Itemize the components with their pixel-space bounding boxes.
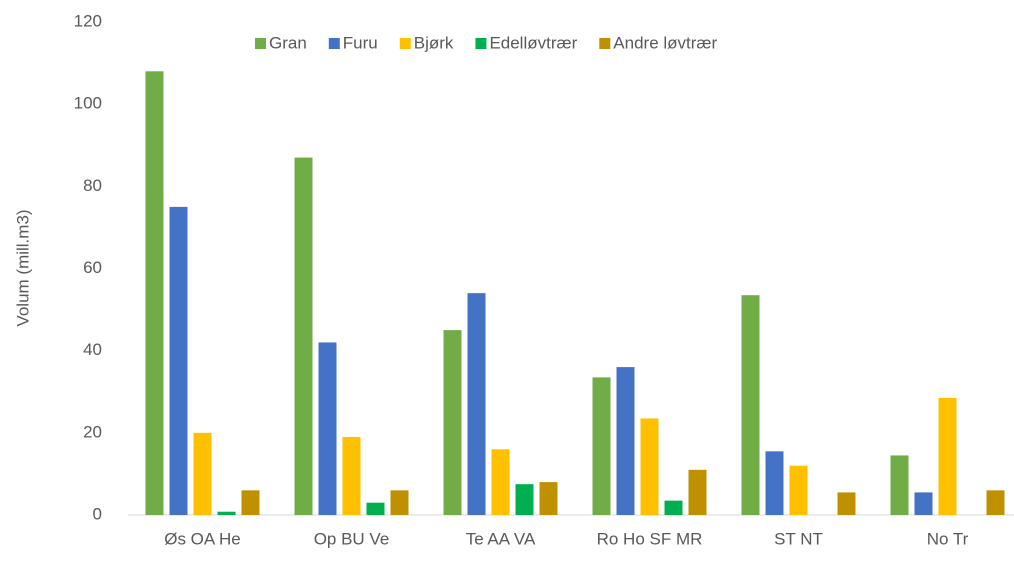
bar: [890, 455, 909, 515]
bar: [491, 449, 510, 515]
bar: [169, 206, 188, 515]
legend-swatch: [328, 38, 340, 49]
bar: [539, 482, 558, 515]
bar: [938, 397, 957, 515]
bar: [741, 295, 760, 515]
y-tick-label: 40: [83, 340, 102, 359]
x-tick-label: Op BU Ve: [314, 529, 390, 548]
bar: [664, 500, 683, 515]
bar: [294, 157, 313, 515]
bar: [837, 492, 856, 515]
bar: [914, 492, 933, 515]
bar: [515, 484, 534, 515]
bar: [616, 367, 635, 515]
bar: [688, 469, 707, 515]
bar: [241, 490, 260, 515]
legend-label: Edelløvtrær: [489, 33, 577, 52]
bar: [366, 502, 385, 515]
bar: [145, 71, 164, 516]
bar: [217, 511, 236, 515]
y-axis-label: Volum (mill.m3): [13, 209, 32, 326]
y-tick-label: 60: [83, 258, 102, 277]
y-tick-label: 20: [83, 422, 102, 441]
legend-label: Andre løvtrær: [613, 33, 717, 52]
bar: [765, 451, 784, 515]
bar: [342, 436, 361, 515]
bar: [592, 377, 611, 515]
bar: [986, 490, 1005, 515]
bar: [443, 330, 462, 515]
x-tick-label: Ro Ho SF MR: [597, 529, 703, 548]
legend-swatch: [255, 38, 266, 49]
legend-swatch: [475, 38, 487, 49]
y-tick-label: 120: [74, 11, 102, 30]
y-tick-label: 80: [83, 176, 102, 195]
legend-swatch: [399, 38, 411, 49]
legend-swatch: [599, 38, 611, 49]
bar: [640, 418, 659, 515]
bar: [390, 490, 409, 515]
legend-label: Bjørk: [414, 33, 454, 52]
bar: [193, 432, 212, 515]
y-tick-label: 100: [74, 94, 102, 113]
y-tick-label: 0: [93, 504, 102, 523]
legend-label: Gran: [269, 33, 307, 52]
x-tick-label: Te AA VA: [466, 529, 536, 548]
legend-label: Furu: [343, 33, 378, 52]
x-tick-label: ST NT: [774, 529, 823, 548]
bar: [318, 342, 337, 515]
bar: [789, 465, 808, 515]
x-tick-label: No Tr: [927, 529, 969, 548]
bar: [467, 293, 486, 515]
x-tick-label: Øs OA He: [164, 529, 241, 548]
